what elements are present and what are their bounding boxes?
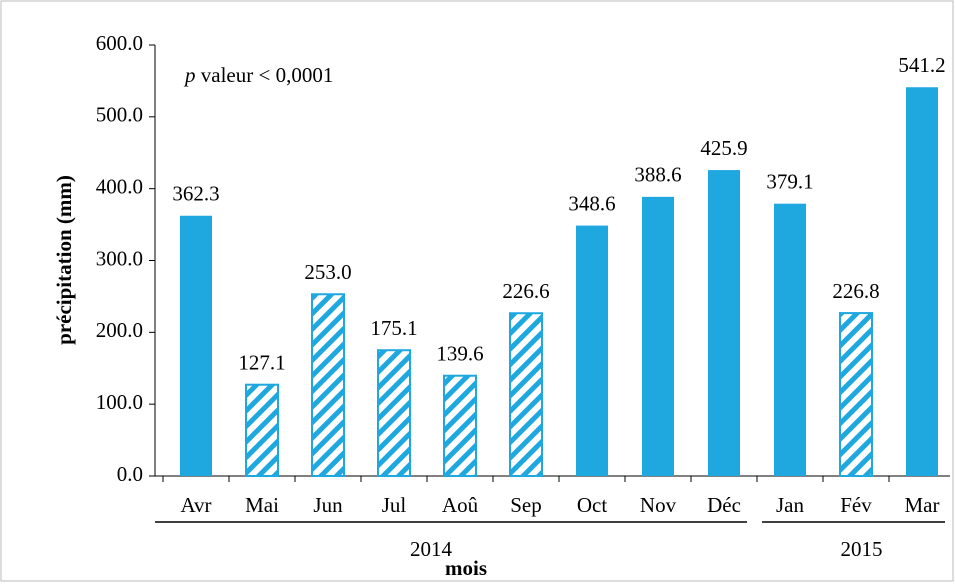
bar	[180, 215, 212, 476]
bar	[245, 383, 279, 477]
annotation: p valeur < 0,0001	[183, 63, 333, 87]
group-label: 2014	[410, 537, 453, 561]
annotation-italic: p	[183, 63, 196, 87]
value-label: 425.9	[700, 136, 747, 160]
value-label: 253.0	[304, 260, 351, 284]
x-tick-label: Jun	[313, 493, 343, 517]
bar	[642, 196, 674, 477]
value-label: 127.1	[238, 351, 285, 375]
bar	[377, 349, 411, 477]
x-tick-label: Jul	[382, 493, 407, 517]
x-tick-label: Sep	[510, 493, 542, 517]
x-tick-label: Mai	[245, 493, 279, 517]
y-tick-label: 600.0	[96, 31, 143, 55]
y-axis-label: précipitation (mm)	[52, 175, 76, 345]
x-tick-label: Mar	[905, 493, 940, 517]
x-tick-label: Nov	[640, 493, 677, 517]
bar	[774, 203, 806, 476]
value-label: 175.1	[370, 316, 417, 340]
value-label: 226.6	[502, 279, 549, 303]
annotation-text: valeur < 0,0001	[196, 63, 334, 87]
bar	[311, 293, 345, 477]
bar	[443, 374, 477, 478]
x-tick-label: Avr	[180, 493, 211, 517]
value-label: 379.1	[766, 169, 813, 193]
value-label: 226.8	[832, 279, 879, 303]
x-axis-label: mois	[445, 556, 487, 580]
value-label: 362.3	[172, 182, 219, 206]
y-tick-label: 0.0	[117, 462, 143, 486]
bar	[708, 170, 740, 476]
value-label: 541.2	[898, 53, 945, 77]
value-label: 139.6	[436, 342, 483, 366]
y-tick-label: 400.0	[96, 174, 143, 198]
x-tick-label: Aoû	[442, 493, 479, 517]
bar	[839, 312, 873, 477]
x-tick-label: Déc	[707, 493, 741, 517]
x-tick-label: Jan	[776, 493, 804, 517]
y-tick-label: 100.0	[96, 390, 143, 414]
x-tick-label: Oct	[577, 493, 607, 517]
x-tick-label: Fév	[840, 493, 872, 517]
y-tick-label: 500.0	[96, 103, 143, 127]
y-tick-label: 300.0	[96, 246, 143, 270]
value-label: 348.6	[568, 191, 615, 215]
y-tick-label: 200.0	[96, 318, 143, 342]
bar	[576, 225, 608, 476]
group-label: 2015	[841, 537, 883, 561]
value-label: 388.6	[634, 163, 681, 187]
bar	[906, 87, 938, 476]
bar	[509, 312, 543, 478]
